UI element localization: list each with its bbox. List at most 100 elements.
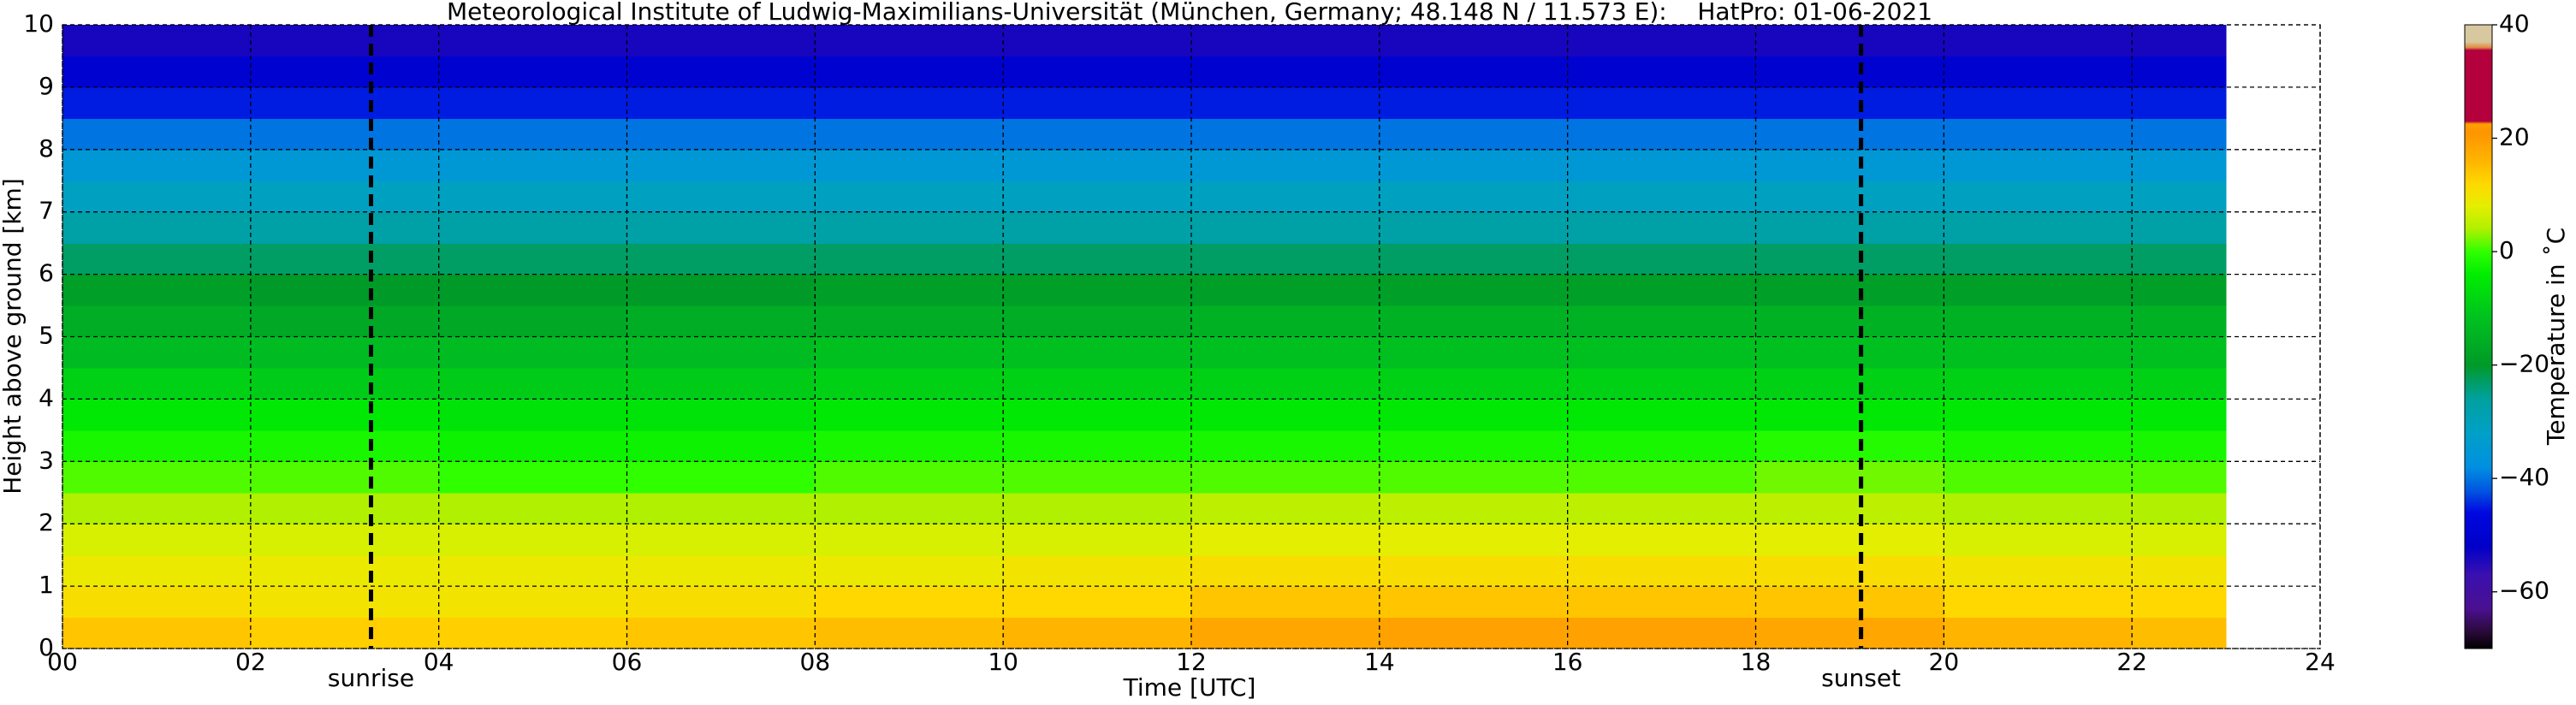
heatmap-cell bbox=[1003, 524, 1192, 556]
heatmap-cell bbox=[438, 617, 628, 649]
heatmap-cell bbox=[1003, 149, 1192, 181]
heatmap-cell bbox=[815, 492, 1004, 524]
heatmap-cell bbox=[250, 586, 440, 619]
heatmap-cell bbox=[1003, 367, 1192, 400]
heatmap-cell bbox=[1379, 181, 1569, 213]
x-tick-label: 16 bbox=[1552, 648, 1583, 676]
heatmap-cell bbox=[62, 25, 252, 57]
heatmap-cell bbox=[62, 554, 252, 587]
heatmap-cell bbox=[438, 461, 628, 494]
heatmap-cell bbox=[438, 399, 628, 431]
heatmap-cell bbox=[250, 211, 440, 244]
y-tick-label: 5 bbox=[39, 322, 54, 350]
heatmap-cell bbox=[2132, 305, 2227, 338]
heatmap-cell bbox=[62, 211, 252, 244]
heatmap-cell bbox=[1944, 211, 2133, 244]
heatmap-cell bbox=[62, 336, 252, 369]
heatmap-cell bbox=[626, 492, 816, 524]
heatmap-cell bbox=[815, 367, 1004, 400]
heatmap-cell bbox=[1755, 118, 1944, 151]
heatmap-cell bbox=[438, 554, 628, 587]
heatmap-cell bbox=[1191, 211, 1380, 244]
heatmap-cell bbox=[438, 430, 628, 462]
heatmap-cell bbox=[1944, 305, 2133, 338]
heatmap-cell bbox=[250, 25, 440, 57]
heatmap-cell bbox=[626, 524, 816, 556]
heatmap-cell bbox=[1379, 274, 1569, 306]
heatmap-cell bbox=[1755, 243, 1944, 275]
heatmap-cell bbox=[250, 524, 440, 556]
heatmap-cell bbox=[250, 554, 440, 587]
heatmap-cell bbox=[1003, 430, 1192, 462]
heatmap-cell bbox=[438, 118, 628, 151]
heatmap-cell bbox=[1755, 492, 1944, 524]
heatmap-cell bbox=[1567, 492, 1757, 524]
y-tick-label: 8 bbox=[39, 134, 54, 163]
heatmap-cell bbox=[1567, 524, 1757, 556]
heatmap-cell bbox=[62, 86, 252, 119]
colorbar-tick-label: −20 bbox=[2499, 350, 2549, 378]
heatmap-cell bbox=[250, 149, 440, 181]
heatmap-cell bbox=[1191, 25, 1380, 57]
heatmap-cell bbox=[815, 86, 1004, 119]
heatmap-cell bbox=[1191, 243, 1380, 275]
x-axis-label: Time [UTC] bbox=[1123, 673, 1256, 702]
heatmap-cell bbox=[1379, 305, 1569, 338]
heatmap-cell bbox=[1003, 86, 1192, 119]
x-tick-label: 24 bbox=[2305, 648, 2336, 676]
annotation-label: sunset bbox=[1821, 664, 1901, 692]
heatmap-cell bbox=[250, 461, 440, 494]
heatmap-cell bbox=[1567, 86, 1757, 119]
heatmap-cell bbox=[1003, 336, 1192, 369]
heatmap-cell bbox=[1567, 211, 1757, 244]
heatmap-cell bbox=[1379, 86, 1569, 119]
heatmap-cell bbox=[1379, 56, 1569, 88]
heatmap-cell bbox=[2132, 336, 2227, 369]
heatmap-cell bbox=[1755, 86, 1944, 119]
heatmap-cell bbox=[1191, 492, 1380, 524]
heatmap-cell bbox=[626, 430, 816, 462]
heatmap-cell bbox=[62, 56, 252, 88]
y-tick-label: 6 bbox=[39, 259, 54, 287]
heatmap-cell bbox=[1944, 586, 2133, 619]
heatmap-cell bbox=[1003, 586, 1192, 619]
heatmap-cell bbox=[626, 274, 816, 306]
heatmap-cell bbox=[438, 524, 628, 556]
heatmap-cell bbox=[438, 492, 628, 524]
heatmap-cell bbox=[815, 305, 1004, 338]
heatmap-cell bbox=[438, 274, 628, 306]
heatmap-cell bbox=[1379, 586, 1569, 619]
heatmap-cell bbox=[815, 274, 1004, 306]
heatmap-cell bbox=[1191, 524, 1380, 556]
heatmap-cell bbox=[1944, 56, 2133, 88]
heatmap-cell bbox=[1755, 586, 1944, 619]
heatmap-cell bbox=[1191, 399, 1380, 431]
heatmap-cell bbox=[1944, 399, 2133, 431]
x-tick-label: 06 bbox=[612, 648, 643, 676]
heatmap-cell bbox=[2132, 524, 2227, 556]
x-tick-label: 04 bbox=[424, 648, 454, 676]
heatmap-cell bbox=[1003, 25, 1192, 57]
heatmap-cell bbox=[1003, 118, 1192, 151]
heatmap-cell bbox=[815, 181, 1004, 213]
heatmap-cell bbox=[438, 305, 628, 338]
y-tick-label: 7 bbox=[39, 197, 54, 225]
heatmap-cell bbox=[1755, 430, 1944, 462]
heatmap-cell bbox=[815, 524, 1004, 556]
heatmap-cell bbox=[250, 430, 440, 462]
colorbar-label: Temperature in ˚C bbox=[2542, 228, 2570, 446]
y-tick-label: 4 bbox=[39, 383, 54, 412]
heatmap-cell bbox=[1003, 399, 1192, 431]
heatmap-cell bbox=[1191, 336, 1380, 369]
heatmap-cell bbox=[815, 149, 1004, 181]
heatmap-cell bbox=[626, 243, 816, 275]
heatmap-cell bbox=[1191, 149, 1380, 181]
heatmap-cell bbox=[626, 86, 816, 119]
heatmap-cell bbox=[250, 243, 440, 275]
x-tick-label: 20 bbox=[1929, 648, 1960, 676]
heatmap-cell bbox=[815, 586, 1004, 619]
heatmap-cell bbox=[250, 336, 440, 369]
heatmap-cell bbox=[1567, 305, 1757, 338]
heatmap-cell bbox=[2132, 554, 2227, 587]
